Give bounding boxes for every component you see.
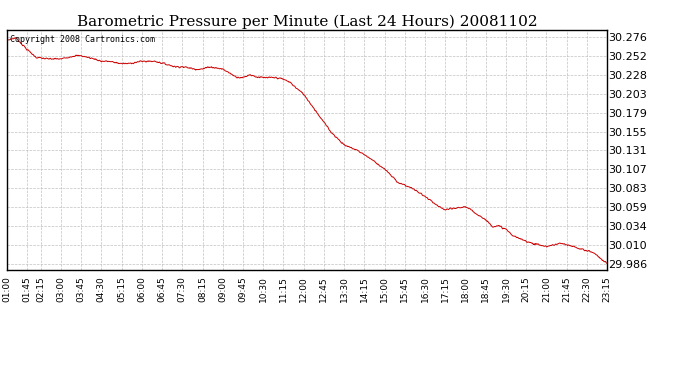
Title: Barometric Pressure per Minute (Last 24 Hours) 20081102: Barometric Pressure per Minute (Last 24 … <box>77 15 538 29</box>
Text: Copyright 2008 Cartronics.com: Copyright 2008 Cartronics.com <box>10 35 155 44</box>
